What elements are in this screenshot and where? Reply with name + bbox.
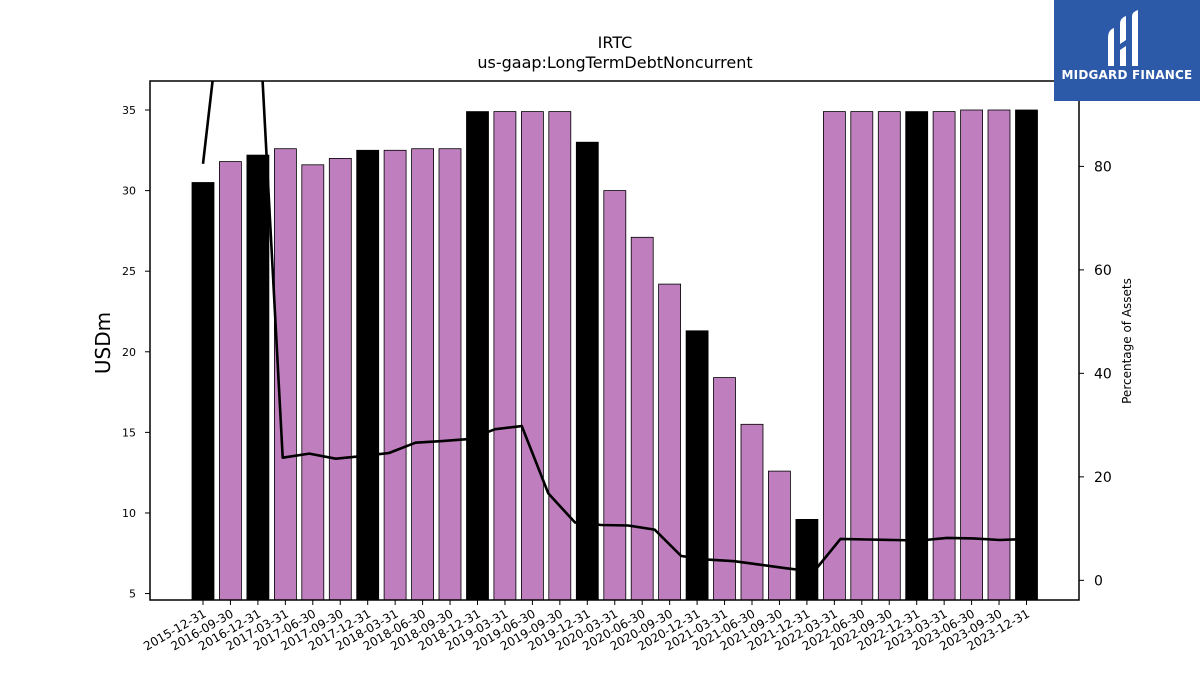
bar-2022-06-30 [850,111,874,601]
midgard-logo-icon [1108,10,1138,66]
bar-2016-12-31 [246,154,270,601]
y2-tick-label: 40 [1094,366,1112,382]
chart-subtitle: us-gaap:LongTermDebtNoncurrent [477,53,752,72]
bar-2018-12-31 [466,111,489,601]
bar-2016-09-30 [218,161,242,601]
bar-2023-09-30 [987,109,1011,601]
bar-2021-06-30 [740,423,764,601]
x-axis: 2015-12-312016-09-302016-12-312017-03-31… [141,600,1032,653]
y-tick-label: 10 [122,507,136,520]
y-tick-label: 15 [122,426,136,439]
bar-2017-06-30 [301,164,325,601]
percentage-of-assets-line [201,81,1027,573]
y-tick-label: 5 [129,588,136,601]
y-axis-label: USDm [91,312,115,374]
bar-2019-12-31 [575,141,599,601]
y-tick-label: 20 [122,346,136,359]
left-axis: 5 10 15 20 25 30 35 [122,104,150,601]
y2-tick-label: 60 [1094,263,1112,279]
bar-2020-03-31 [603,190,627,601]
bar-2018-09-30 [438,148,462,601]
y-tick-label: 25 [122,265,136,278]
bar-2023-06-30 [960,109,983,601]
bar-2017-12-31 [356,149,380,601]
brand-logo: MIDGARD FINANCE [1054,0,1200,101]
right-axis: 0 20 40 60 80 [1079,159,1112,589]
y2-tick-label: 0 [1094,573,1103,589]
bar-2019-09-30 [548,111,572,601]
y2-axis-label: Percentage of Assets [1120,278,1134,404]
bar-2022-12-31 [905,111,929,601]
y-tick-label: 35 [122,104,136,117]
bar-2021-03-31 [713,377,736,601]
bar-2022-09-30 [877,111,901,601]
brand-name: MIDGARD FINANCE [1061,68,1193,82]
bar-2020-06-30 [630,236,654,601]
bar-2023-12-31 [1015,109,1038,601]
bar-2018-06-30 [411,148,435,601]
bar-2018-03-31 [383,149,407,601]
y-tick-label: 30 [122,185,136,198]
bar-2021-09-30 [768,470,791,601]
bar-2021-12-31 [795,519,819,601]
line-layer [201,81,1027,573]
bar-2023-03-31 [932,111,956,601]
y2-tick-label: 80 [1094,159,1112,175]
bar-2017-09-30 [328,157,352,601]
chart-title: IRTC [598,33,633,52]
bar-2019-06-30 [521,111,544,601]
bar-2019-03-31 [493,111,517,601]
bar-2022-03-31 [823,111,846,601]
y2-tick-label: 20 [1094,470,1112,486]
bar-group [191,109,1038,601]
bar-2015-12-31 [191,182,215,601]
